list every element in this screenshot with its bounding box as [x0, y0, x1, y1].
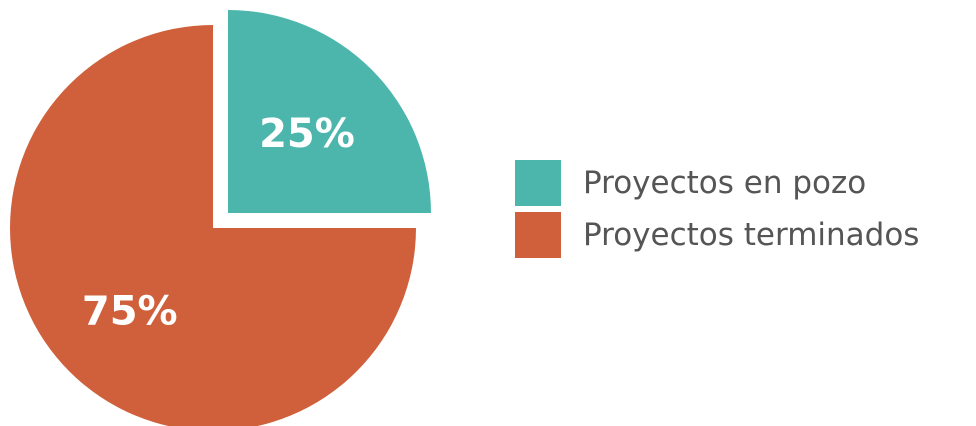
legend-swatch-pozo: [515, 160, 561, 206]
data-label-terminados: 75%: [82, 288, 178, 334]
legend-label-terminados: Proyectos terminados: [583, 217, 920, 253]
legend-label-pozo: Proyectos en pozo: [583, 165, 867, 201]
data-label-pozo: 25%: [259, 111, 355, 157]
legend-item-terminados: Proyectos terminados: [515, 212, 970, 258]
pie-slice-pozo: [228, 10, 431, 213]
legend-swatch-terminados: [515, 212, 561, 258]
legend-item-pozo: Proyectos en pozo: [515, 160, 970, 206]
pie-slice-terminados: [10, 25, 416, 426]
chart-legend: Proyectos en pozo Proyectos terminados: [515, 160, 970, 264]
